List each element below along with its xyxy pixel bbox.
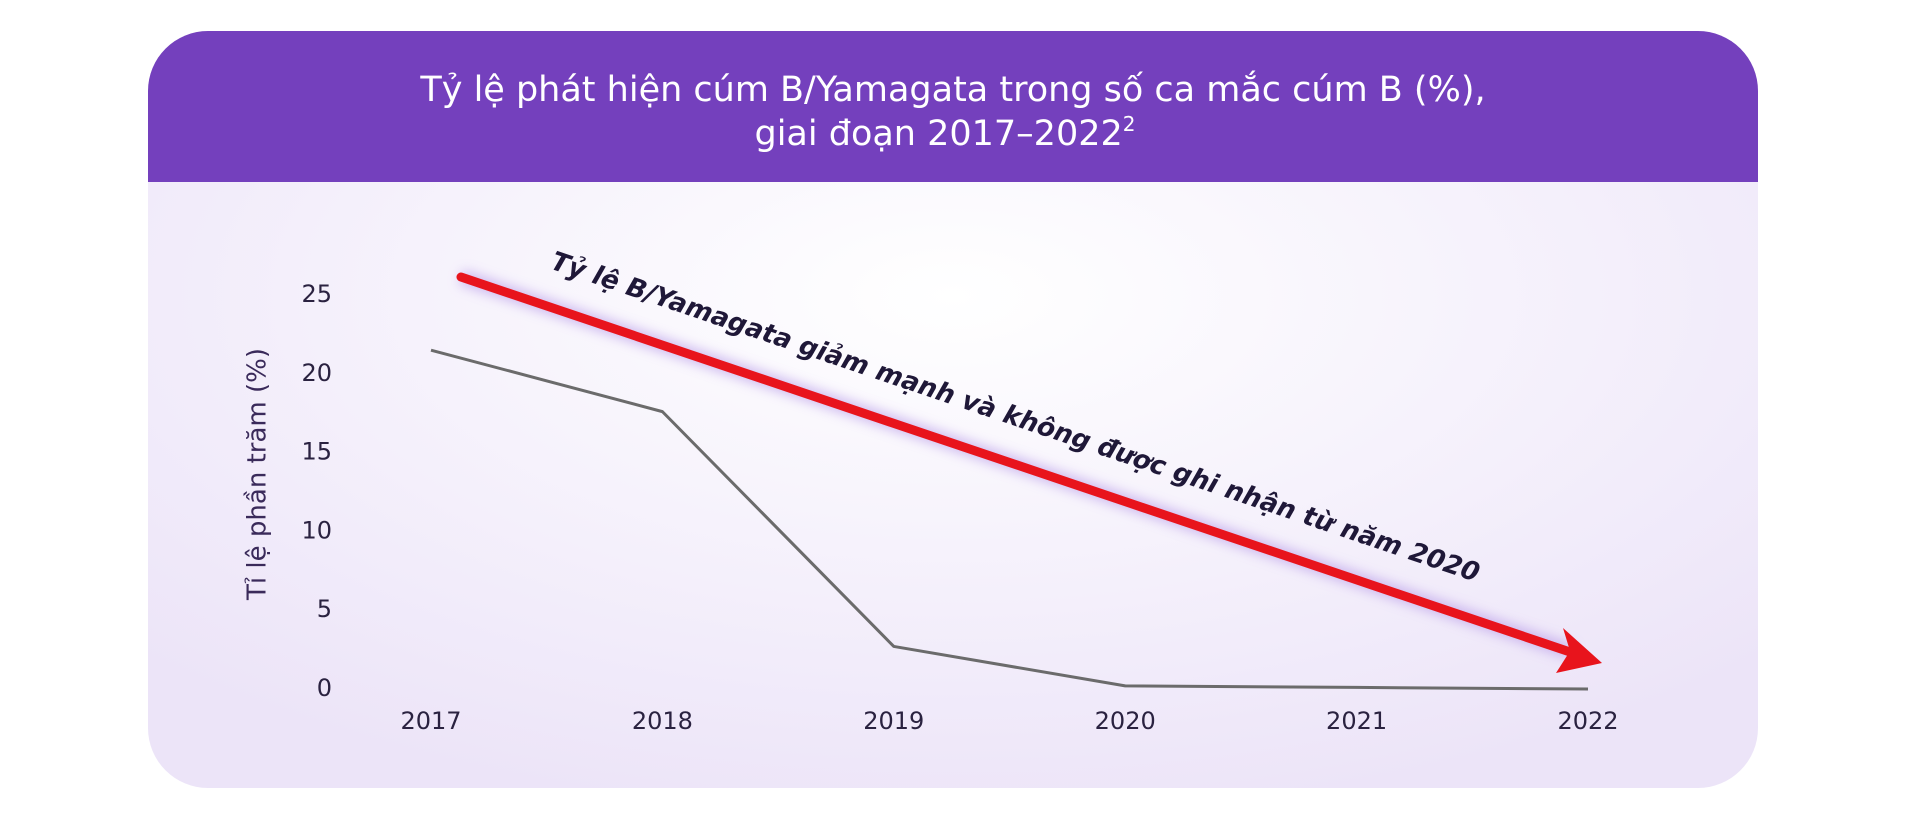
y-tick-label: 5 bbox=[317, 595, 332, 623]
card-header bbox=[148, 31, 1758, 182]
arrow-head bbox=[1556, 628, 1602, 673]
y-axis-label: Tỉ lệ phần trăm (%) bbox=[243, 348, 273, 601]
x-tick-label: 2019 bbox=[863, 707, 924, 735]
data-line bbox=[430, 348, 1589, 691]
x-tick-label: 2017 bbox=[400, 707, 461, 735]
y-tick-label: 10 bbox=[301, 516, 332, 544]
x-tick-label: 2021 bbox=[1326, 707, 1387, 735]
card bbox=[148, 31, 1758, 788]
trend-arrow bbox=[456, 272, 1575, 657]
y-tick-label: 25 bbox=[301, 280, 332, 308]
x-tick-label: 2020 bbox=[1095, 707, 1156, 735]
y-tick-label: 0 bbox=[317, 674, 332, 702]
y-tick-label: 20 bbox=[301, 359, 332, 387]
y-tick-label: 15 bbox=[301, 438, 332, 466]
title-footnote: 2 bbox=[1123, 112, 1136, 136]
chart-title: Tỷ lệ phát hiện cúm B/Yamagata trong số … bbox=[419, 69, 1485, 110]
chart-title-line: giai đoạn 2017–2022 bbox=[754, 114, 1122, 154]
x-tick-label: 2018 bbox=[632, 707, 693, 735]
chart-title: giai đoạn 2017–20222 bbox=[754, 112, 1135, 155]
x-tick-label: 2022 bbox=[1557, 707, 1618, 735]
